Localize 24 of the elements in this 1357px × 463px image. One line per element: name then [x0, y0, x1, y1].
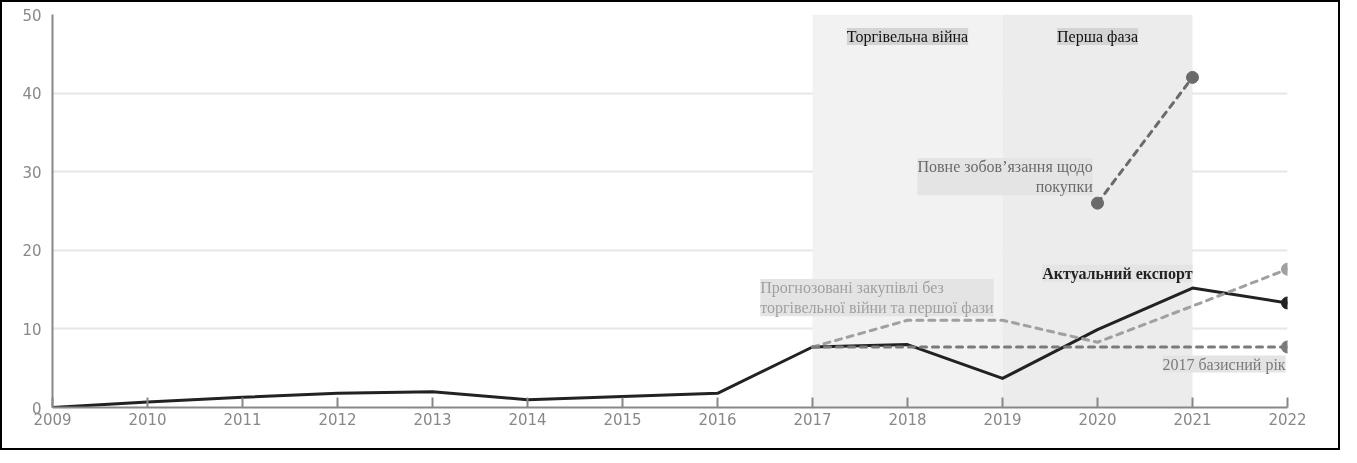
x-tick-label: 2017 [793, 410, 832, 429]
x-tick-label: 2016 [698, 410, 737, 429]
x-tick-label: 2021 [1173, 410, 1212, 429]
y-tick-label: 10 [22, 320, 42, 339]
y-tick-label: 50 [22, 6, 42, 25]
y-tick-label: 30 [22, 163, 42, 182]
x-tick-label: 2011 [223, 410, 262, 429]
x-tick-label: 2014 [508, 410, 547, 429]
band-label: Торгівельна війна [846, 28, 969, 46]
x-tick-label: 2020 [1078, 410, 1117, 429]
x-tick-label: 2012 [318, 410, 357, 429]
x-tick-label: 2013 [413, 410, 452, 429]
x-tick-label: 2019 [983, 410, 1022, 429]
y-tick-label: 40 [22, 85, 42, 104]
band-label: Перша фаза [1057, 28, 1138, 46]
series-label: Повне зобов’язання щодо покупки [917, 157, 1094, 197]
series-label: Прогнозовані закупівлі без торгівельної війни та першої фази [760, 278, 995, 318]
x-tick-label: 2018 [888, 410, 927, 429]
x-tick-label: 2015 [603, 410, 642, 429]
series-label: 2017 базисний рік [1162, 355, 1286, 374]
x-tick-label: 2010 [128, 410, 167, 429]
x-tick-label: 2022 [1268, 410, 1307, 429]
series-label: Актуальний експорт [1042, 264, 1193, 283]
y-tick-label: 20 [22, 242, 42, 261]
